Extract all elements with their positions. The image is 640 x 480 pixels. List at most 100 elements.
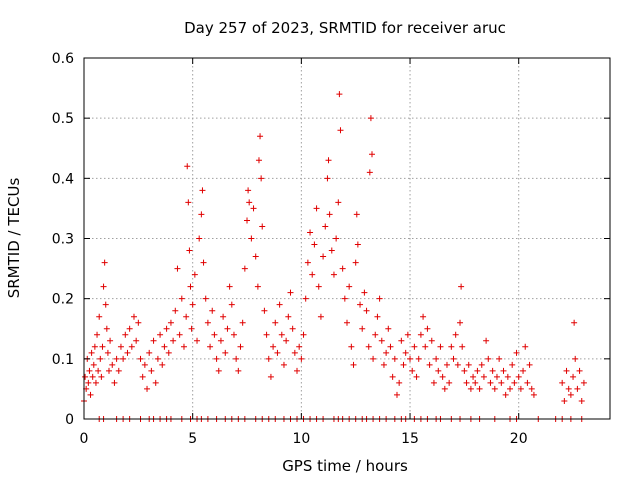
data-point xyxy=(478,361,485,368)
x-tick-label: 10 xyxy=(292,431,310,447)
data-point xyxy=(135,319,142,326)
data-point xyxy=(198,211,205,218)
data-point xyxy=(294,367,301,374)
data-point xyxy=(359,325,366,332)
data-point xyxy=(487,379,494,386)
data-point xyxy=(94,331,101,338)
data-point xyxy=(387,343,394,350)
data-point xyxy=(344,319,350,326)
data-point xyxy=(267,373,274,380)
data-point xyxy=(244,217,251,224)
y-axis-title: SRMTID / TECUs xyxy=(5,178,23,299)
data-point xyxy=(152,379,159,386)
data-point xyxy=(385,325,392,332)
data-point xyxy=(204,319,211,326)
data-point xyxy=(154,355,161,362)
data-point xyxy=(285,313,292,320)
data-point xyxy=(165,349,172,356)
data-point xyxy=(363,307,370,314)
data-point xyxy=(561,397,568,404)
data-point xyxy=(474,367,481,374)
data-point xyxy=(315,283,322,290)
data-point xyxy=(346,283,353,290)
data-point xyxy=(107,337,114,344)
data-point xyxy=(130,313,137,320)
data-point xyxy=(496,355,503,362)
data-point xyxy=(491,385,498,392)
data-point xyxy=(404,331,411,338)
data-point xyxy=(111,379,118,386)
data-point xyxy=(307,229,314,236)
x-axis-title: GPS time / hours xyxy=(282,457,408,475)
data-point xyxy=(291,349,298,356)
y-tick-label: 0.1 xyxy=(52,352,74,368)
data-point xyxy=(115,367,122,374)
data-point xyxy=(159,361,166,368)
data-point xyxy=(567,391,574,398)
data-point xyxy=(96,313,103,320)
data-point xyxy=(502,391,509,398)
data-point xyxy=(228,301,235,308)
data-point xyxy=(126,325,133,332)
data-point xyxy=(467,385,474,392)
data-point xyxy=(141,361,148,368)
data-point xyxy=(571,319,578,326)
data-point xyxy=(287,289,294,296)
data-point xyxy=(407,355,414,362)
data-point xyxy=(326,211,333,218)
data-point xyxy=(430,379,437,386)
data-point xyxy=(383,349,390,356)
data-point xyxy=(350,361,357,368)
data-point xyxy=(183,313,190,320)
data-point xyxy=(578,397,585,404)
y-tick-label: 0 xyxy=(65,412,74,428)
data-point xyxy=(178,295,185,302)
y-tick-label: 0.2 xyxy=(52,292,74,308)
data-point xyxy=(570,373,577,380)
data-point xyxy=(91,343,98,350)
data-point xyxy=(104,349,111,356)
data-point xyxy=(520,367,527,374)
data-point xyxy=(448,343,455,350)
data-point xyxy=(313,205,320,212)
data-point xyxy=(211,331,218,338)
data-point xyxy=(450,355,457,362)
data-point xyxy=(574,385,581,392)
y-tick-label: 0.5 xyxy=(52,111,74,127)
data-point xyxy=(336,91,343,98)
data-point xyxy=(187,283,194,290)
data-point xyxy=(396,379,403,386)
data-point xyxy=(530,391,537,398)
data-point xyxy=(133,337,140,344)
data-point xyxy=(317,313,324,320)
data-point xyxy=(180,343,187,350)
data-point xyxy=(441,385,448,392)
data-point xyxy=(337,127,344,134)
data-point xyxy=(163,325,170,332)
data-point xyxy=(92,379,99,386)
data-point xyxy=(161,343,168,350)
data-point xyxy=(255,157,262,164)
data-point xyxy=(237,343,244,350)
data-point xyxy=(409,367,416,374)
data-point xyxy=(366,169,373,176)
data-point xyxy=(263,331,270,338)
data-point xyxy=(365,343,372,350)
data-point xyxy=(86,367,93,374)
data-point xyxy=(422,343,429,350)
data-point xyxy=(470,373,477,380)
data-point xyxy=(339,265,346,272)
data-point xyxy=(261,307,268,314)
data-point xyxy=(559,379,566,386)
data-point xyxy=(391,355,398,362)
data-point xyxy=(139,373,146,380)
data-point xyxy=(176,331,183,338)
data-point xyxy=(185,199,192,206)
data-point xyxy=(189,301,196,308)
data-point xyxy=(507,385,514,392)
data-point xyxy=(504,373,511,380)
data-point xyxy=(454,361,461,368)
data-point xyxy=(500,367,507,374)
data-point xyxy=(465,361,472,368)
data-point xyxy=(472,379,479,386)
